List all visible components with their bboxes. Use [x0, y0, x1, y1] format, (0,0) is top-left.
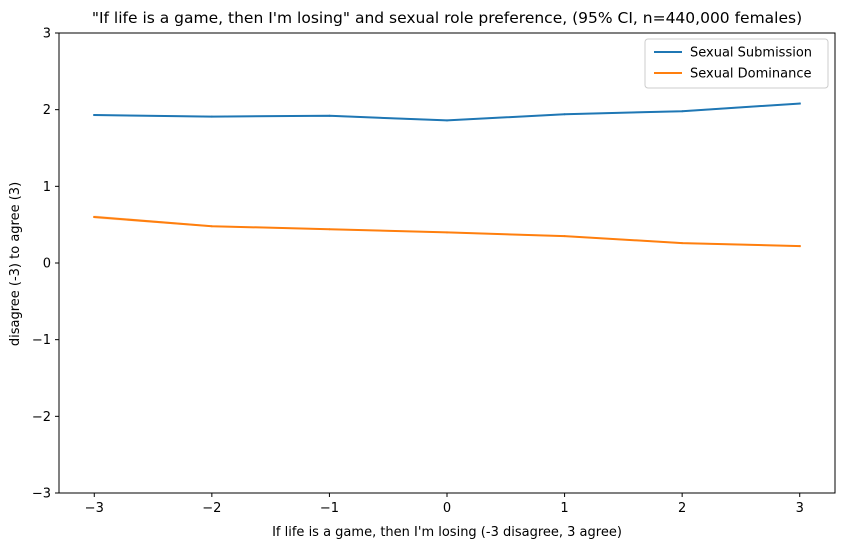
data-point — [210, 225, 213, 228]
x-tick-label: 0 — [443, 501, 451, 516]
x-axis: −3 −2 −1 0 1 2 3 — [85, 493, 804, 516]
y-tick-label: 2 — [43, 103, 51, 118]
confidence-band-2 — [94, 215, 800, 247]
plot-frame — [58, 32, 836, 494]
legend-label: Sexual Dominance — [690, 67, 812, 82]
data-point — [563, 113, 566, 116]
x-axis-label: If life is a game, then I'm losing (-3 d… — [272, 525, 622, 540]
chart-title: "If life is a game, then I'm losing" and… — [92, 9, 802, 27]
x-tick-label: 2 — [678, 501, 686, 516]
data-point — [93, 216, 96, 218]
y-tick-label: 1 — [43, 180, 51, 195]
data-point — [563, 235, 566, 238]
series-lines — [93, 102, 801, 248]
y-axis-label: disagree (-3) to agree (3) — [8, 182, 23, 346]
data-point — [328, 228, 331, 231]
x-tick-label: −3 — [85, 501, 104, 516]
data-point — [328, 114, 331, 117]
x-tick-label: 3 — [796, 501, 804, 516]
confidence-band-1 — [94, 102, 800, 122]
y-tick-label: 0 — [43, 257, 51, 272]
data-point — [798, 245, 801, 248]
data-point — [681, 110, 684, 113]
data-point — [798, 102, 801, 105]
legend: Sexual Submission Sexual Dominance — [644, 38, 829, 89]
y-tick-label: −3 — [32, 487, 51, 502]
y-tick-label: 3 — [43, 27, 51, 42]
data-point — [93, 114, 96, 117]
data-point — [210, 115, 213, 118]
series-line-1 — [93, 102, 801, 122]
data-point — [446, 231, 448, 234]
x-tick-label: −2 — [202, 501, 221, 516]
data-point — [681, 242, 684, 245]
data-point — [446, 119, 448, 122]
legend-label: Sexual Submission — [690, 46, 812, 61]
y-tick-label: −2 — [32, 410, 51, 425]
y-axis: −3 −2 −1 0 1 2 3 — [32, 27, 59, 502]
x-tick-label: −1 — [320, 501, 339, 516]
plot-area — [58, 32, 836, 494]
legend-box — [644, 38, 829, 89]
x-tick-label: 1 — [560, 501, 568, 516]
y-tick-label: −1 — [32, 333, 51, 348]
